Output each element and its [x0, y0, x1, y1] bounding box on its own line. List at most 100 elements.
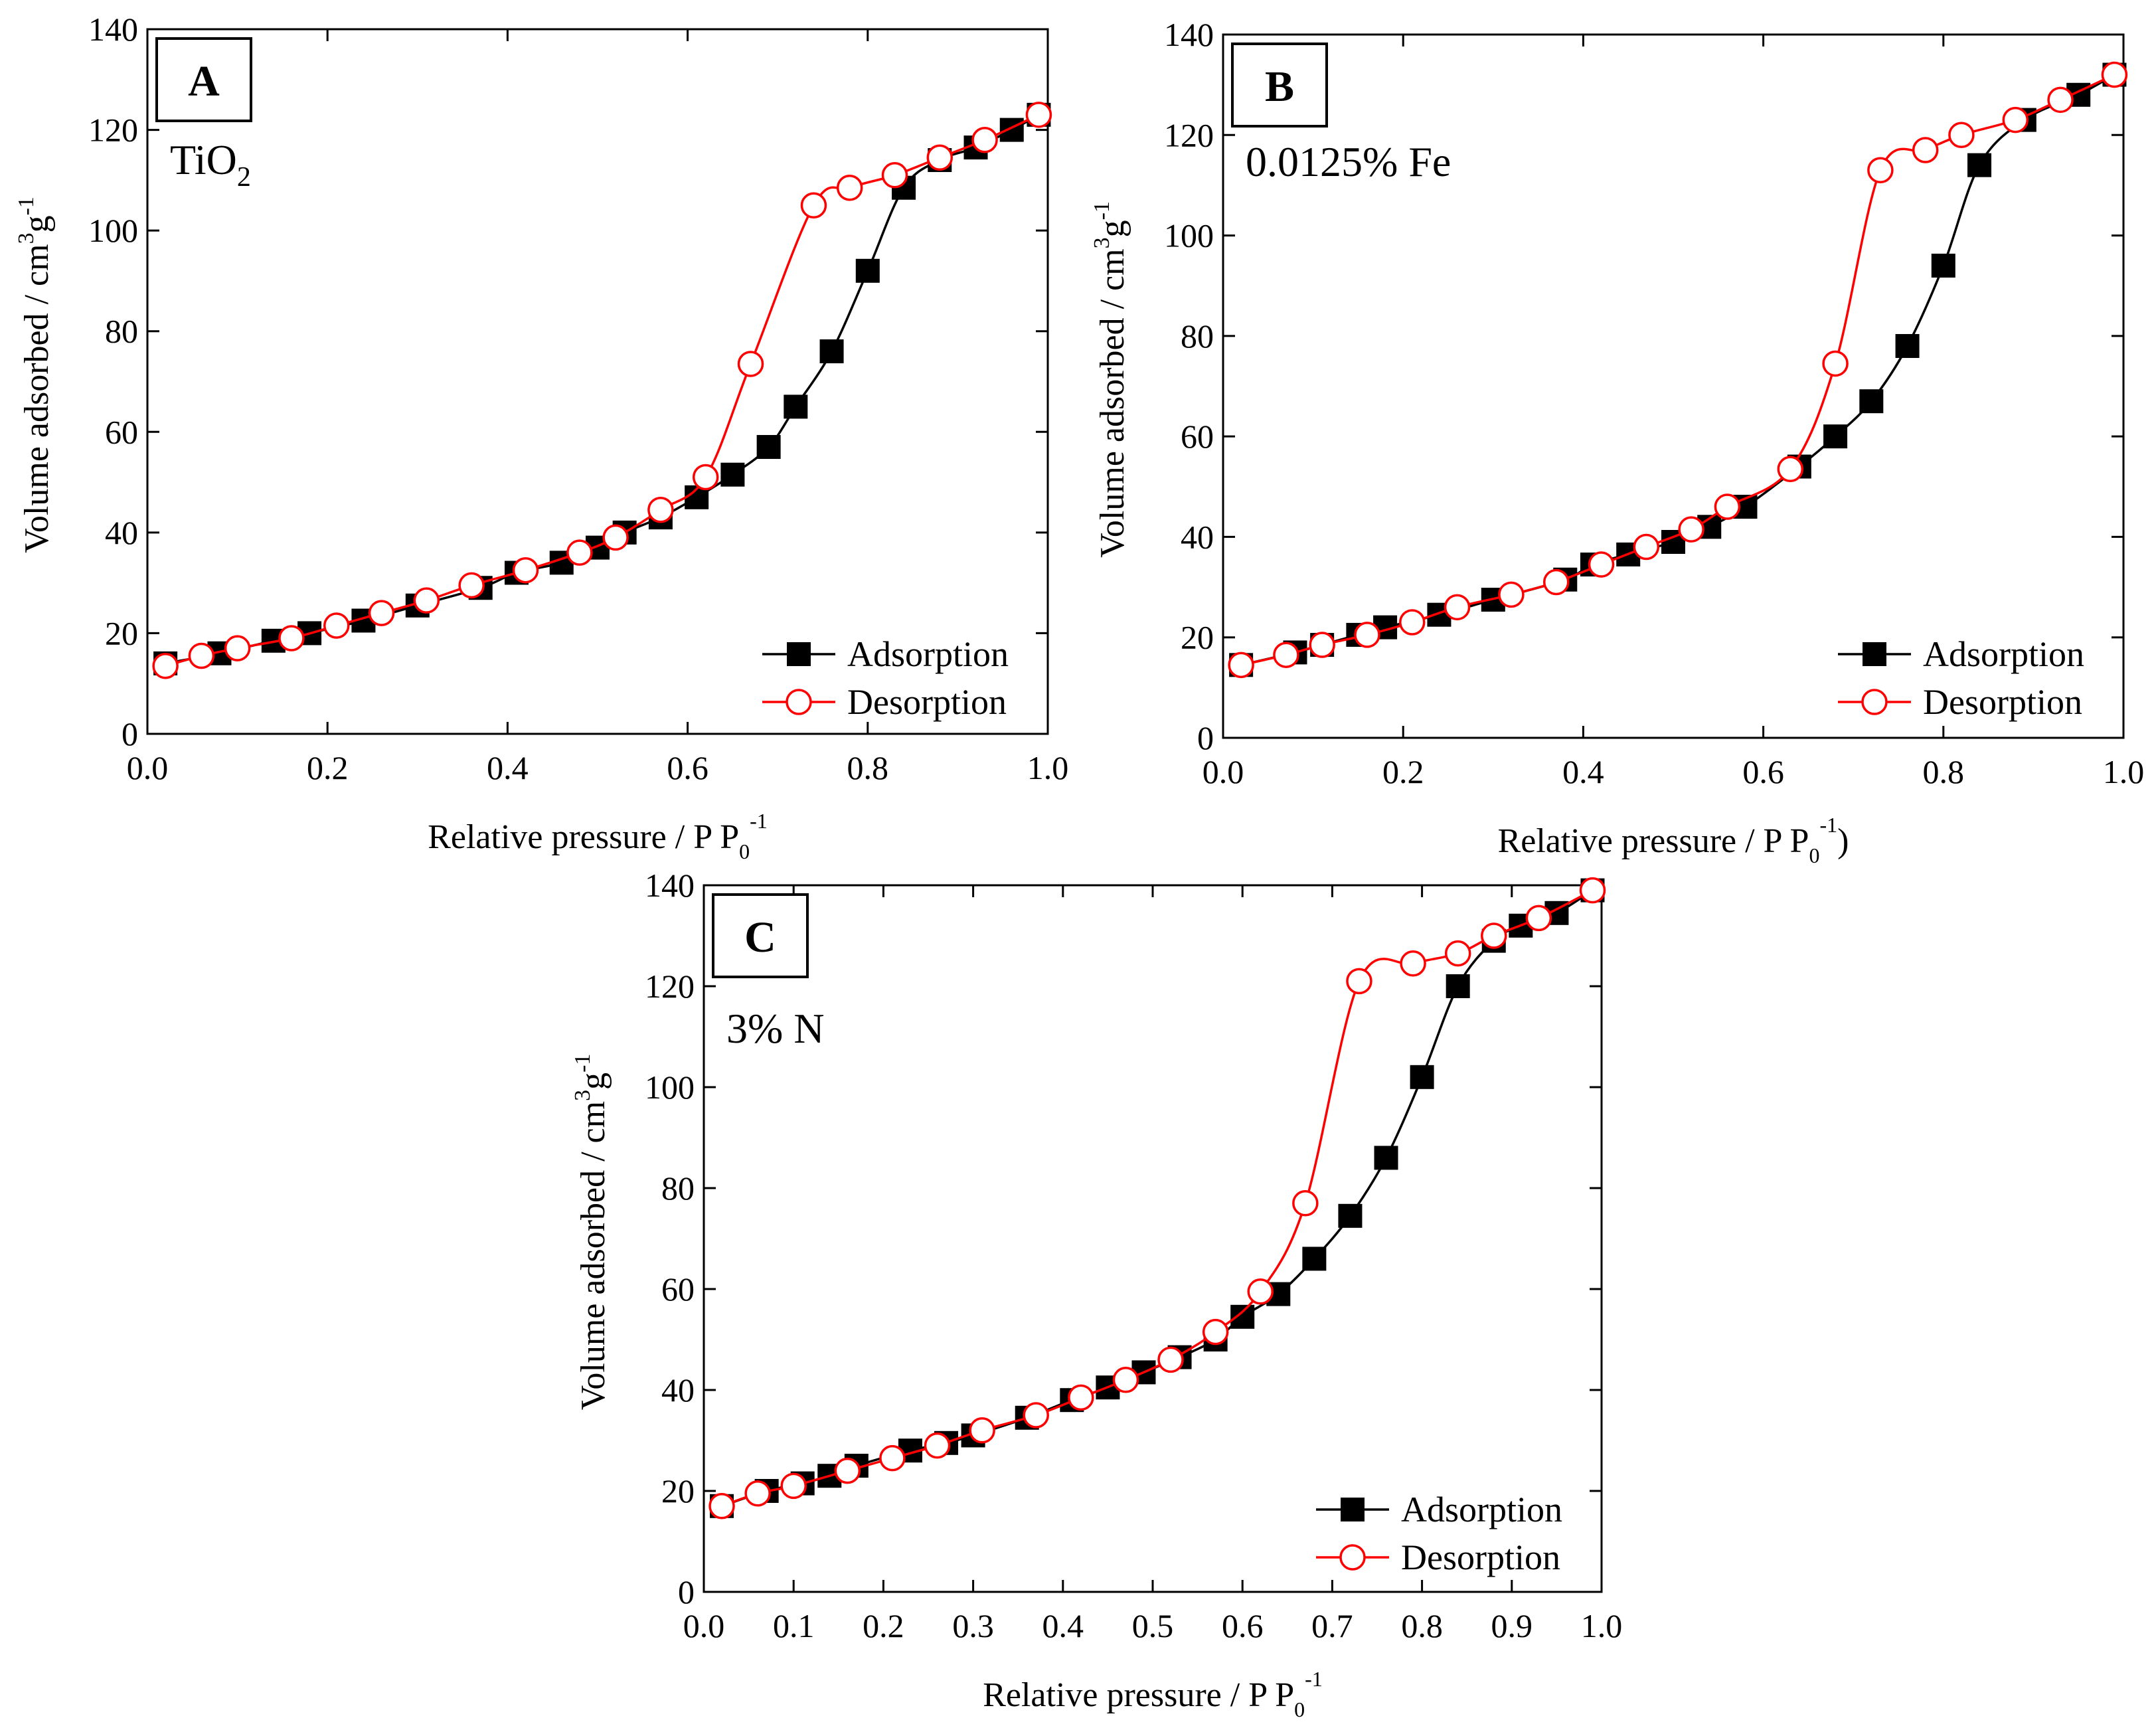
- series-desorption: [708, 877, 1606, 1519]
- x-tick-label: 0.0: [683, 1607, 725, 1644]
- x-tick-label: 0.8: [1923, 753, 1965, 790]
- y-tick-label: 80: [105, 313, 138, 350]
- data-point-circle: [1633, 533, 1660, 561]
- data-point-square: [855, 258, 880, 283]
- y-axis-label-text: Volume adsorbed / cm: [1094, 248, 1131, 558]
- data-point-circle: [2101, 61, 2128, 88]
- x-tick-label: 0.3: [952, 1607, 994, 1644]
- x-tick-label: 0.1: [773, 1607, 815, 1644]
- x-axis-label-sup: -1: [1305, 1667, 1323, 1691]
- legend-label: Desorption: [847, 682, 1007, 722]
- data-point-square: [720, 462, 745, 487]
- data-point-circle: [744, 1480, 771, 1507]
- data-point-circle: [836, 174, 863, 201]
- y-tick-label: 40: [1181, 518, 1214, 555]
- data-point-circle: [512, 557, 539, 584]
- y-tick-label: 20: [1181, 619, 1214, 656]
- legend-label: Desorption: [1401, 1537, 1560, 1577]
- data-point-square: [1410, 1065, 1434, 1089]
- y-tick-label: 100: [1164, 217, 1214, 254]
- x-axis-label-sup: -1: [1819, 813, 1837, 837]
- data-point-circle: [1157, 1346, 1184, 1373]
- x-tick-label: 0.7: [1311, 1607, 1353, 1644]
- y-tick-label: 0: [1197, 719, 1214, 756]
- data-point-circle: [1025, 102, 1052, 128]
- data-point-circle: [1023, 1402, 1049, 1429]
- data-point-square: [1967, 153, 1992, 177]
- data-point-circle: [800, 192, 827, 218]
- y-axis-label: Volume adsorbed / cm3g-1: [14, 197, 56, 553]
- data-point-square: [784, 394, 808, 419]
- legend-marker-circle: [1339, 1544, 1366, 1571]
- y-axis-label-mid: g: [18, 215, 56, 232]
- data-point-square: [1859, 389, 1884, 414]
- y-tick-label: 0: [678, 1573, 695, 1610]
- data-point-square: [1931, 253, 1955, 278]
- x-tick-label: 1.0: [1027, 749, 1069, 786]
- data-point-circle: [1068, 1384, 1094, 1411]
- data-point-circle: [1867, 157, 1894, 183]
- x-tick-label: 0.8: [847, 749, 889, 786]
- data-point-circle: [1481, 922, 1507, 949]
- data-point-circle: [602, 524, 629, 551]
- annotation-text: 3% N: [726, 1005, 825, 1052]
- data-point-square: [1446, 974, 1470, 998]
- y-axis-label-text: Volume adsorbed / cm: [574, 1101, 612, 1411]
- data-point-circle: [224, 635, 251, 661]
- x-axis-label: Relative pressure / P P0-1: [428, 809, 768, 863]
- sample-annotation: TiO2: [170, 136, 251, 193]
- legend-label: Adsorption: [847, 634, 1009, 674]
- plot-frame: [1222, 33, 2125, 739]
- x-tick-label: 0.2: [307, 749, 349, 786]
- y-tick-label: 140: [1164, 16, 1214, 53]
- panel-label: C: [744, 913, 776, 962]
- y-tick-label: 60: [661, 1270, 695, 1308]
- x-tick-label: 0.2: [863, 1607, 904, 1644]
- series-desorption: [1228, 61, 2128, 679]
- panel-a: 0.0 0.2 0.4 0.6 0.8 1.0020406080100120140ATiO…: [14, 11, 1068, 863]
- data-point-circle: [1273, 642, 1299, 668]
- data-point-square: [999, 118, 1024, 142]
- data-point-circle: [1247, 1278, 1274, 1305]
- data-point-square: [1895, 333, 1920, 358]
- y-axis-label-sup: -1: [14, 197, 39, 215]
- y-tick-label: 120: [88, 112, 138, 149]
- legend-label: Adsorption: [1401, 1490, 1562, 1529]
- panel-label: A: [188, 57, 220, 106]
- data-point-square: [1823, 424, 1848, 449]
- legend-label: Desorption: [1923, 682, 2082, 722]
- data-point-square: [756, 435, 781, 460]
- x-tick-label: 0.6: [1742, 753, 1784, 790]
- data-point-circle: [278, 625, 305, 651]
- plot-frame: [146, 28, 1049, 735]
- data-point-circle: [1714, 493, 1741, 520]
- x-axis-label-text: Relative pressure / P P: [1498, 822, 1809, 860]
- data-point-circle: [879, 1444, 906, 1472]
- data-point-circle: [926, 144, 954, 171]
- x-axis-label: Relative pressure / P P0-1): [1498, 813, 1849, 867]
- y-tick-label: 20: [105, 614, 138, 651]
- panel-label-box: [712, 893, 809, 978]
- y-axis-label-sup: -1: [570, 1054, 595, 1073]
- data-point-square: [819, 339, 844, 364]
- x-axis-label-sub: 0: [1809, 843, 1819, 867]
- data-point-circle: [188, 642, 215, 669]
- panel-b: 0.0 0.2 0.4 0.6 0.8 1.0 0 20 40 60 80 100 120 140 B 0.0…: [1090, 16, 2144, 867]
- y-tick-label: 60: [1181, 418, 1214, 455]
- annotation-text: 0.0125% Fe: [1246, 138, 1451, 185]
- y-tick-label: 40: [661, 1371, 695, 1409]
- legend-marker-square: [787, 642, 811, 666]
- data-point-circle: [1948, 122, 1975, 149]
- legend: Adsorption Desorption: [1316, 1490, 1562, 1577]
- sample-annotation: 3% N: [726, 1005, 825, 1052]
- x-axis-label: Relative pressure / P P0-1: [983, 1667, 1323, 1721]
- y-axis-label-mid: g: [574, 1073, 612, 1090]
- data-point-circle: [323, 612, 350, 639]
- y-tick-label: 60: [105, 413, 138, 450]
- y-tick-label: 80: [1181, 317, 1214, 355]
- y-axis-label-text: Volume adsorbed / cm: [18, 244, 56, 553]
- legend-marker-square: [1341, 1498, 1365, 1521]
- y-tick-label: 120: [645, 968, 695, 1005]
- legend-marker-circle: [786, 689, 812, 715]
- data-point-circle: [1346, 968, 1372, 995]
